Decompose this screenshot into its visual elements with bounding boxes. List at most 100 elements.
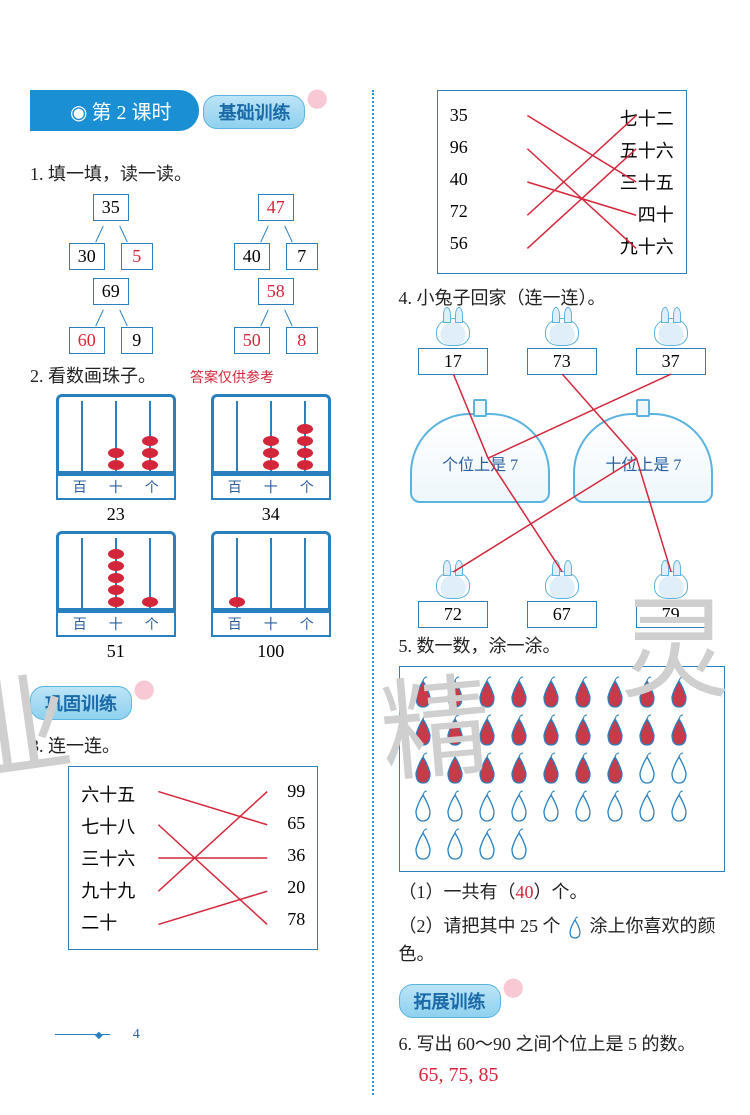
abacus-51: 百十个51 <box>56 531 176 662</box>
lesson-badge: ◉第 2 课时 <box>30 90 199 131</box>
pear <box>504 675 534 711</box>
pear <box>504 789 534 825</box>
pear <box>632 713 662 749</box>
pear <box>600 675 630 711</box>
q5-pear-box <box>399 666 726 872</box>
q5-sub2: （2）请把其中 25 个 涂上你喜欢的颜色。 <box>399 912 726 966</box>
q3-prompt: 3. 连一连。 <box>30 732 357 758</box>
pear <box>600 751 630 787</box>
lesson-title: 第 2 课时 <box>91 102 171 124</box>
pear <box>440 675 470 711</box>
pear <box>568 789 598 825</box>
match-right: 36 <box>287 845 305 871</box>
section-consolidate: 巩固训练 <box>30 686 132 720</box>
right-column: 35七十二96五十六40三十五72四十56九十六 4. 小兔子回家（连一连）。 … <box>384 90 726 1095</box>
match-right: 七十二 <box>620 105 674 131</box>
rabbit-73: 73 <box>527 318 597 375</box>
pear <box>408 675 438 711</box>
q4-diagram: 17 73 37 个位上是 7 十位上是 7 72 67 79 <box>399 318 726 628</box>
pear <box>440 713 470 749</box>
pear <box>504 751 534 787</box>
pear <box>440 827 470 863</box>
bond1-left: 30 <box>69 243 105 270</box>
q5-sub2-pre: （2）请把其中 25 个 <box>399 916 561 936</box>
bond3-left: 60 <box>69 327 105 354</box>
match-right: 九十六 <box>620 233 674 259</box>
match-left: 六十五 <box>81 781 135 807</box>
pear <box>536 789 566 825</box>
match-right: 四十 <box>638 201 674 227</box>
pear <box>504 827 534 863</box>
section-basic: 基础训练 <box>203 95 305 129</box>
pear <box>408 713 438 749</box>
pear <box>632 675 662 711</box>
match-left: 九十九 <box>81 877 135 903</box>
bond1-top: 35 <box>93 194 129 221</box>
q5-sub1-ans: 40 <box>516 882 534 902</box>
bond2-top: 47 <box>258 194 294 221</box>
q2-abacus: 百十个23百十个34百十个51百十个100 <box>30 394 357 662</box>
pear <box>408 751 438 787</box>
pear <box>472 751 502 787</box>
match-right: 78 <box>287 909 305 935</box>
match-right: 99 <box>287 781 305 807</box>
q1-bonds-row1: 35 30 5 47 40 7 <box>30 194 357 270</box>
house: 个位上是 7 <box>410 413 550 503</box>
match-left: 72 <box>450 201 468 227</box>
rabbit-72: 72 <box>418 571 488 628</box>
match-left: 七十八 <box>81 813 135 839</box>
pear <box>408 827 438 863</box>
match-left: 40 <box>450 169 468 195</box>
rabbit-17: 17 <box>418 318 488 375</box>
section-extend: 拓展训练 <box>399 984 501 1018</box>
pear <box>472 827 502 863</box>
bond-4: 58 50 8 <box>216 278 336 354</box>
bond4-right: 8 <box>286 327 318 354</box>
match-left: 56 <box>450 233 468 259</box>
pear <box>632 789 662 825</box>
page-number: 4 <box>95 1027 140 1043</box>
pear <box>472 713 502 749</box>
q5-sub1-post: ）个。 <box>534 882 588 902</box>
q1-note: 答案仅供参考 <box>190 371 274 386</box>
bond-3: 69 60 9 <box>51 278 171 354</box>
bond2-right: 7 <box>286 243 318 270</box>
abacus-23: 百十个23 <box>56 394 176 525</box>
pear-icon <box>565 916 585 940</box>
rabbit-67: 67 <box>527 571 597 628</box>
match-right: 三十五 <box>620 169 674 195</box>
q1-bonds-row2: 69 60 9 58 50 8 <box>30 278 357 354</box>
pear <box>536 751 566 787</box>
bond4-top: 58 <box>258 278 294 305</box>
abacus-100: 百十个100 <box>211 531 331 662</box>
match-left: 96 <box>450 137 468 163</box>
match-left: 35 <box>450 105 468 131</box>
rabbit-79: 79 <box>636 571 706 628</box>
pear <box>664 751 694 787</box>
pear <box>408 789 438 825</box>
bond4-left: 50 <box>234 327 270 354</box>
q5-prompt: 5. 数一数，涂一涂。 <box>399 632 726 658</box>
match-right: 五十六 <box>620 137 674 163</box>
bond-1: 35 30 5 <box>51 194 171 270</box>
rabbit-37: 37 <box>636 318 706 375</box>
pear <box>472 675 502 711</box>
q6-prompt: 6. 写出 60～90 之间个位上是 5 的数。 <box>399 1030 726 1056</box>
pear <box>600 789 630 825</box>
pear <box>568 713 598 749</box>
pear <box>504 713 534 749</box>
bond1-right: 5 <box>121 243 153 270</box>
pear <box>440 751 470 787</box>
left-column: ◉第 2 课时 基础训练 1. 填一填，读一读。 35 30 5 47 40 7 <box>30 90 374 1095</box>
match-right: 20 <box>287 877 305 903</box>
q1-prompt: 1. 填一填，读一读。 <box>30 160 357 186</box>
pear <box>568 675 598 711</box>
pear <box>440 789 470 825</box>
q5-sub1-pre: （1）一共有（ <box>399 882 516 902</box>
q5-sub1: （1）一共有（40）个。 <box>399 878 726 904</box>
bond-2: 47 40 7 <box>216 194 336 270</box>
pear <box>632 751 662 787</box>
house: 十位上是 7 <box>573 413 713 503</box>
pear <box>536 675 566 711</box>
match-left: 二十 <box>81 909 117 935</box>
